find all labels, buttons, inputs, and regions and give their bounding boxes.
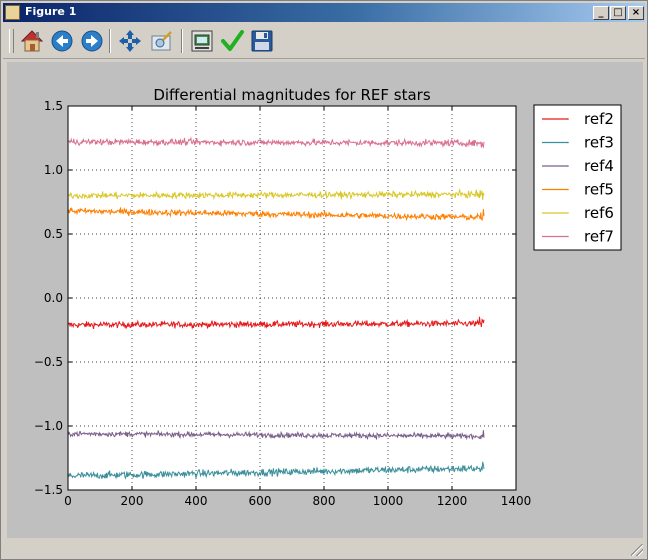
toolbar-separator [181, 29, 183, 53]
x-tick-label: 800 [313, 494, 336, 508]
zoom-rect-icon [151, 31, 172, 51]
x-tick-label: 1400 [501, 494, 532, 508]
x-tick-label: 600 [249, 494, 272, 508]
forward-button[interactable] [79, 28, 105, 54]
window-title: Figure 1 [25, 5, 77, 18]
y-tick-label: 1.0 [44, 163, 63, 177]
y-tick-label: −1.0 [34, 419, 63, 433]
edit-button[interactable] [219, 28, 245, 54]
x-tick-label: 1000 [373, 494, 404, 508]
subplots-icon [191, 30, 213, 52]
chart[interactable]: 0 200 400 600 800 1000 1200 1400 −1.5 −1.0 −0.5 0.0… [7, 62, 643, 538]
figure-canvas[interactable]: 0 200 400 600 800 1000 1200 1400 −1.5 −1.0 −0.5 0.0… [7, 62, 643, 538]
legend-label-ref2: ref2 [584, 110, 614, 128]
legend-label-ref4: ref4 [584, 157, 614, 175]
series-layer [67, 136, 485, 480]
navigation-toolbar [3, 24, 645, 59]
legend: ref2 ref3 ref4 ref5 ref6 ref7 [533, 104, 622, 251]
x-tick-label: 1200 [437, 494, 468, 508]
legend-label-ref6: ref6 [584, 204, 614, 222]
back-arrow-icon [51, 30, 73, 52]
ticks: 0 200 400 600 800 1000 1200 1400 −1.5 −1.0 −0.5 0.0… [34, 99, 531, 508]
back-button[interactable] [49, 28, 75, 54]
x-tick-label: 200 [121, 494, 144, 508]
close-button[interactable]: × [628, 6, 644, 20]
resize-grip[interactable] [631, 544, 643, 556]
subplots-button[interactable] [189, 28, 215, 54]
toolbar-separator [109, 29, 111, 53]
y-tick-label: 0.5 [44, 227, 63, 241]
checkmark-icon [221, 30, 244, 51]
legend-marker-ref4 [567, 165, 569, 167]
legend-marker-ref5 [567, 188, 569, 191]
series-line-ref2 [67, 316, 485, 330]
legend-marker-ref3 [567, 141, 569, 144]
x-tick-label: 0 [64, 494, 72, 508]
status-bar [3, 540, 645, 558]
x-tick-label: 400 [185, 494, 208, 508]
series-line-ref6 [67, 188, 485, 201]
legend-box [533, 104, 622, 251]
matplotlib-app-icon [5, 5, 20, 20]
chart-title: Differential magnitudes for REF stars [153, 86, 430, 104]
pan-button[interactable] [117, 28, 143, 54]
legend-marker-ref6 [567, 212, 569, 214]
legend-label-ref3: ref3 [584, 134, 614, 152]
series-line-ref4 [67, 430, 485, 441]
y-tick-label: −1.5 [34, 483, 63, 497]
legend-label-ref5: ref5 [584, 181, 614, 199]
legend-label-ref7: ref7 [584, 228, 614, 246]
y-tick-label: −0.5 [34, 355, 63, 369]
zoom-button[interactable] [149, 28, 175, 54]
legend-marker-ref2 [567, 118, 569, 120]
toolbar-grip[interactable] [9, 29, 14, 53]
home-icon [20, 30, 44, 52]
title-bar[interactable]: Figure 1 _ □ × [3, 3, 645, 22]
series-line-ref3 [67, 461, 485, 480]
minimize-button[interactable]: _ [593, 6, 609, 20]
maximize-button[interactable]: □ [610, 6, 626, 20]
floppy-disk-icon [251, 30, 273, 52]
y-tick-label: 1.5 [44, 99, 63, 113]
forward-arrow-icon [81, 30, 103, 52]
save-button[interactable] [249, 28, 275, 54]
legend-marker-ref7 [567, 235, 569, 238]
series-line-ref5 [67, 206, 485, 222]
y-tick-label: 0.0 [44, 291, 63, 305]
move-icon [119, 30, 141, 52]
series-line-ref7 [67, 136, 485, 149]
grid-lines [68, 106, 516, 490]
home-button[interactable] [19, 28, 45, 54]
